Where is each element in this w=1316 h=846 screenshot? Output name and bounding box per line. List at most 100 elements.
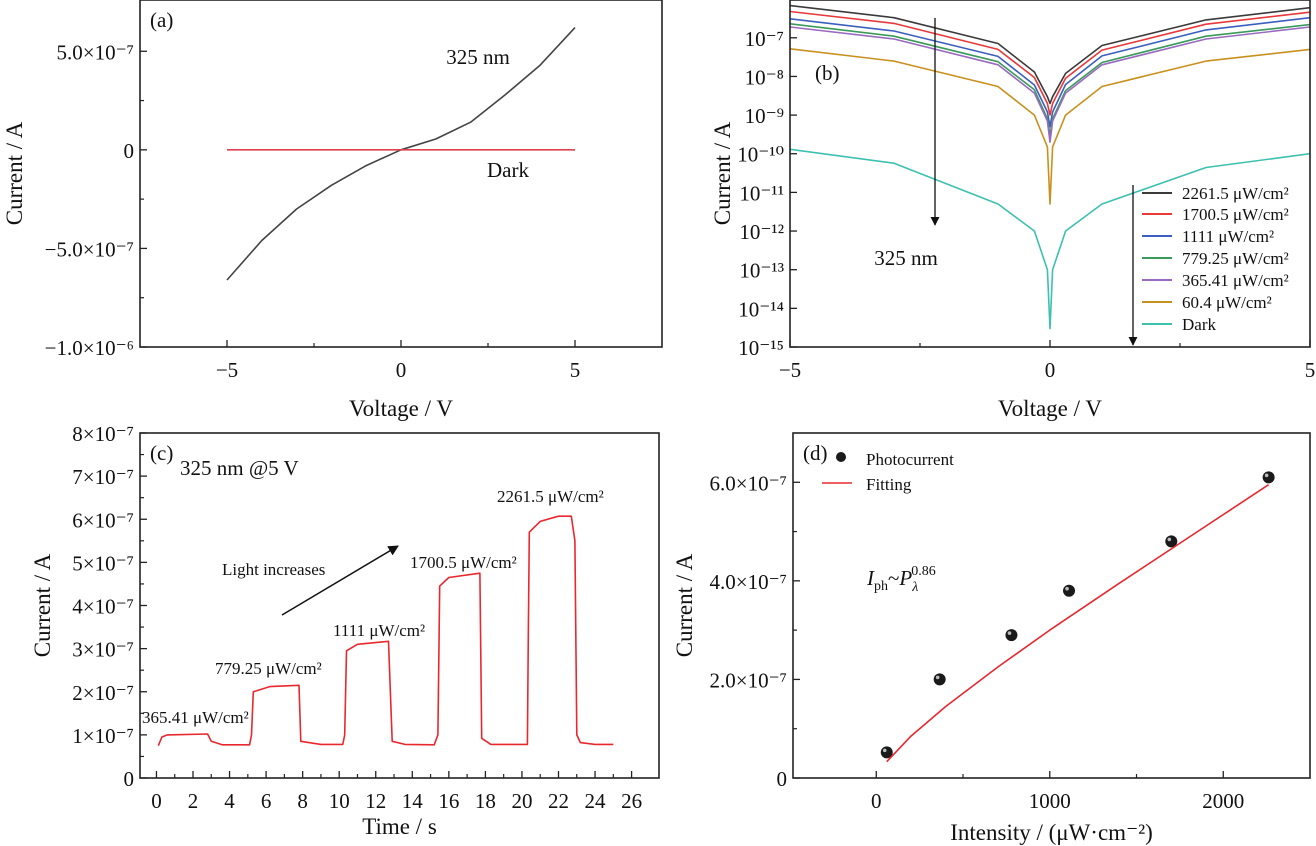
x-tick-label: 2000	[1202, 789, 1244, 813]
x-tick-label: 0	[871, 789, 882, 813]
data-point-highlight	[882, 748, 887, 753]
panel-label: (c)	[150, 441, 173, 465]
legend-marker	[836, 452, 846, 462]
data-point-highlight	[1167, 537, 1172, 542]
legend-label: Photocurrent	[866, 450, 954, 469]
data-point	[933, 673, 946, 686]
legend: 2261.5 μW/cm² 1700.5 μW/cm² 1111 μW/cm² 779…	[1142, 184, 1289, 334]
fit-formula: Iph~Pλ0.86	[866, 564, 936, 595]
y-tick-label: 6.0×10⁻⁷	[710, 471, 788, 495]
annotation-325nm: 325 nm	[874, 246, 938, 270]
x-tick-label: 6	[261, 789, 272, 813]
x-tick-label: 5	[570, 358, 581, 382]
panel-c: 0 2 4 6 8 10 12 14 16 18 20 22 24 2601×10⁻⁷2×10⁻⁷3×10…	[30, 422, 660, 839]
y-tick-label: 2.0×10⁻⁷	[710, 668, 788, 692]
formula-part: λ	[911, 580, 918, 595]
formula-part: P	[898, 566, 912, 590]
legend-item: 779.25 μW/cm²	[1142, 249, 1289, 268]
plot-area	[226, 27, 576, 281]
y-tick-label: 5.0×10⁻⁷	[57, 40, 135, 64]
legend: Photocurrent Fitting	[822, 450, 954, 494]
y-tick-label: 10⁻⁸	[745, 65, 784, 89]
series-line-0	[157, 515, 614, 747]
legend-label: 1111 μW/cm²	[1182, 227, 1274, 246]
series-line-6	[790, 148, 1310, 330]
plot-area	[790, 4, 1310, 330]
y-tick-label: 10⁻⁷	[745, 27, 784, 51]
panel-label: (a)	[150, 8, 173, 32]
x-tick-label: −5	[216, 358, 238, 382]
y-tick-label: 0	[777, 767, 788, 791]
data-point-highlight	[935, 675, 940, 680]
x-tick-label: 24	[585, 789, 607, 813]
intensity-annotation: 1700.5 μW/cm²	[410, 553, 517, 572]
data-point-marker	[1063, 584, 1076, 597]
series-line-2	[790, 16, 1310, 128]
x-tick-label: 10	[329, 789, 350, 813]
series-line-0	[790, 4, 1310, 105]
x-tick-label: 0	[396, 358, 407, 382]
panel-label: (d)	[803, 441, 828, 465]
series-line-1	[790, 10, 1310, 116]
plot-frame	[789, 0, 1311, 348]
y-tick-label: 2×10⁻⁷	[72, 681, 134, 705]
data-point	[1165, 535, 1178, 548]
legend-item: 2261.5 μW/cm²	[1142, 184, 1289, 203]
annotation-325nm: 325 nm	[446, 45, 510, 69]
data-point	[1005, 629, 1018, 642]
x-tick-label: 0	[1045, 358, 1056, 382]
x-tick-label: 4	[224, 789, 235, 813]
data-point	[1262, 471, 1275, 484]
annotation-dark: Dark	[487, 158, 529, 182]
y-tick-label: 10⁻⁹	[745, 104, 784, 128]
x-tick-label: 0	[151, 789, 162, 813]
y-tick-label: 10⁻¹⁰	[737, 143, 784, 167]
y-axis-title: Current / A	[2, 121, 27, 225]
y-axis-title: Current / A	[672, 553, 697, 657]
y-tick-label: 0	[124, 767, 135, 791]
formula-part: ~	[888, 566, 899, 590]
subtitle: 325 nm @5 V	[180, 456, 299, 480]
x-tick-label: 26	[621, 789, 642, 813]
legend-item: 365.41 μW/cm²	[1142, 271, 1289, 290]
legend-label: Fitting	[866, 475, 912, 494]
x-tick-label: −5	[779, 358, 801, 382]
legend-item: 1111 μW/cm²	[1142, 227, 1274, 246]
y-tick-label: 10⁻¹²	[739, 220, 784, 244]
y-axis-title: Current / A	[30, 553, 55, 657]
series-line-4	[790, 26, 1310, 143]
data-point	[1063, 584, 1076, 597]
y-tick-label: 10⁻¹³	[739, 259, 784, 283]
x-tick-label: 2	[188, 789, 199, 813]
legend-label: 1700.5 μW/cm²	[1182, 205, 1289, 224]
plot-frame	[792, 432, 1311, 779]
x-axis-title: Intensity / (μW·cm⁻²)	[950, 820, 1153, 845]
y-axis-title: Current / A	[710, 121, 735, 225]
y-tick-label: −5.0×10⁻⁷	[45, 237, 134, 261]
x-tick-label: 5	[1305, 358, 1316, 382]
intensity-annotation: 365.41 μW/cm²	[142, 708, 249, 727]
legend-item: 60.4 μW/cm²	[1142, 293, 1272, 312]
legend-label: 365.41 μW/cm²	[1182, 271, 1289, 290]
series-line-5	[790, 48, 1310, 205]
data-point	[880, 746, 893, 759]
y-tick-label: 7×10⁻⁷	[72, 465, 134, 489]
data-point-highlight	[1065, 586, 1069, 591]
x-tick-label: 8	[297, 789, 308, 813]
series-line-0	[226, 27, 576, 281]
y-tick-label: 3×10⁻⁷	[72, 638, 134, 662]
formula-part: 0.86	[911, 564, 936, 579]
legend-label: 60.4 μW/cm²	[1182, 293, 1272, 312]
y-tick-label: 10⁻¹⁴	[738, 297, 784, 321]
light-increase-arrow	[281, 545, 399, 616]
legend-item: Dark	[1142, 315, 1216, 334]
intensity-annotation: 1111 μW/cm²	[333, 621, 425, 640]
data-point-highlight	[1007, 631, 1012, 635]
panel-label: (b)	[815, 61, 840, 85]
panel-b: −5 0 5 10⁻¹⁵ 10⁻¹⁴ 10⁻¹³ 10⁻¹² 10⁻¹¹ 10⁻¹⁰ 10⁻⁹ 10…	[710, 0, 1315, 421]
x-tick-label: 20	[511, 789, 532, 813]
plot-frame	[139, 0, 663, 348]
data-point-marker	[1005, 629, 1018, 642]
x-tick-label: 18	[475, 789, 496, 813]
data-point-highlight	[1264, 473, 1269, 478]
